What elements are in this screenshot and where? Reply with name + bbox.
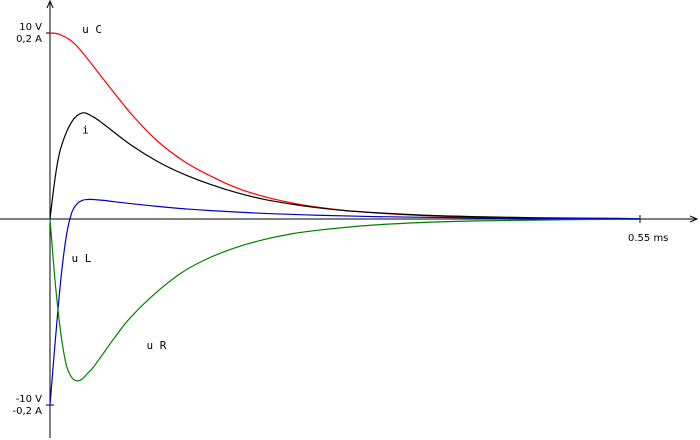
labels: 0.55 ms 10 V0,2 A -10 V-0,2 A u C i u L u R [12,22,668,417]
x-axis-arrow [689,215,699,223]
y-tick-label-bottom: -0,2 A [12,406,42,417]
series-line-uC [49,32,641,220]
series-label-i: i [82,123,89,136]
curves [49,32,641,406]
series-line-uL [49,198,641,406]
series-label-uR: u R [147,339,167,352]
x-tick-label: 0.55 ms [628,233,668,244]
series-label-uL: u L [71,252,91,265]
y-tick-label-top: 10 V [19,22,42,33]
series-label-uC: u C [82,23,102,36]
series-line-i [49,112,641,220]
y-tick-label-top: 0,2 A [16,34,42,45]
y-axis-arrow [46,0,54,9]
y-tick-label-bottom: -10 V [16,394,43,405]
series-line-uR [49,218,641,382]
